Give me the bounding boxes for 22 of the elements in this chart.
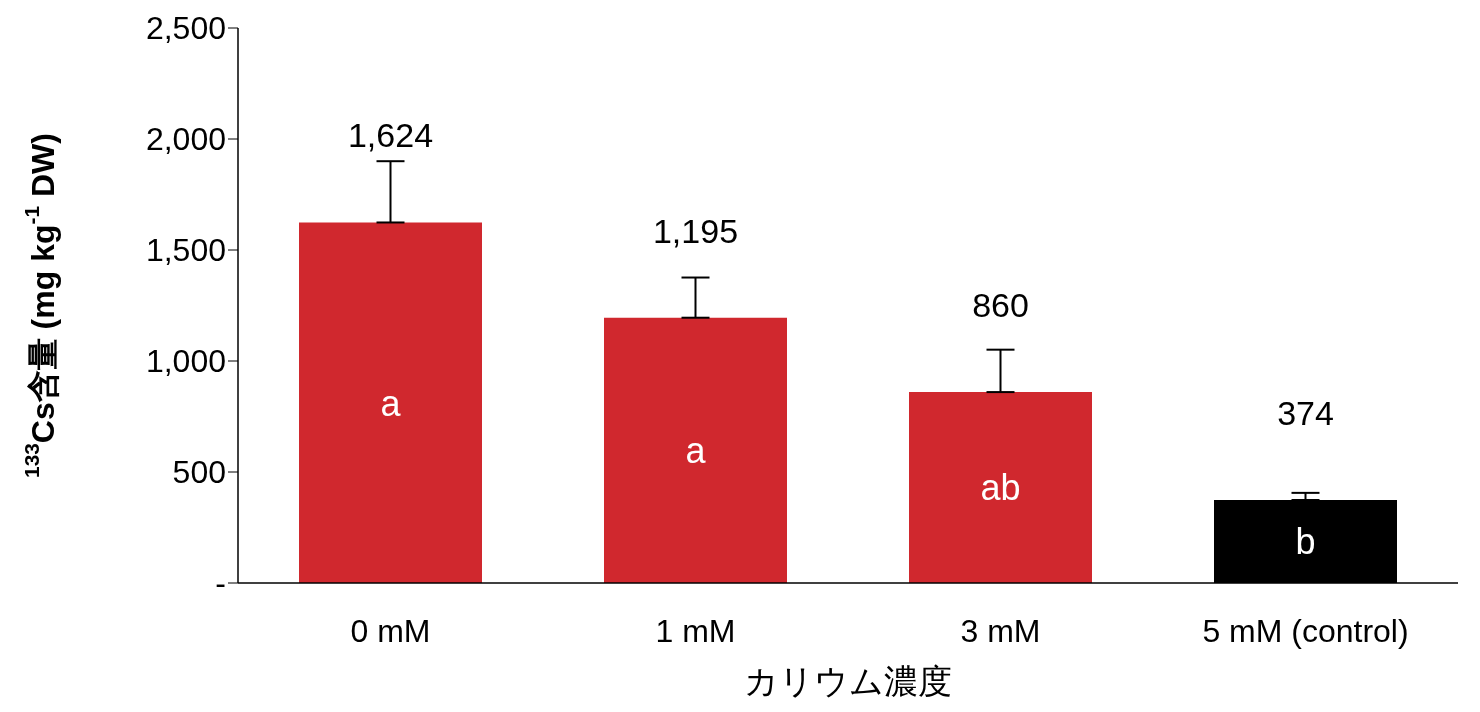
y-tick-label: 2,500 bbox=[145, 10, 226, 47]
y-tick-label: 500 bbox=[172, 454, 226, 491]
y-tick-label: 1,500 bbox=[145, 232, 226, 269]
data-label: 1,195 bbox=[652, 211, 739, 250]
data-label: 1,624 bbox=[347, 116, 434, 155]
y-tick-label: 2,000 bbox=[145, 121, 226, 158]
x-tick-label: 1 mM bbox=[655, 612, 736, 649]
annotation: a bbox=[380, 382, 402, 424]
bar bbox=[299, 222, 482, 583]
bar bbox=[604, 317, 787, 583]
data-label: 860 bbox=[972, 286, 1029, 325]
y-tick-label: - bbox=[215, 565, 226, 602]
annotation: b bbox=[1295, 521, 1316, 563]
data-label: 374 bbox=[1277, 393, 1334, 432]
x-tick-label: 5 mM (control) bbox=[1202, 612, 1409, 649]
y-tick-label: 1,000 bbox=[145, 343, 226, 380]
annotation: a bbox=[685, 430, 707, 472]
x-tick-label: 0 mM bbox=[350, 612, 431, 649]
x-tick-label: 3 mM bbox=[960, 612, 1041, 649]
bar bbox=[909, 392, 1092, 583]
x-axis-title: カリウム濃度 bbox=[744, 662, 952, 700]
annotation: ab bbox=[980, 467, 1021, 509]
